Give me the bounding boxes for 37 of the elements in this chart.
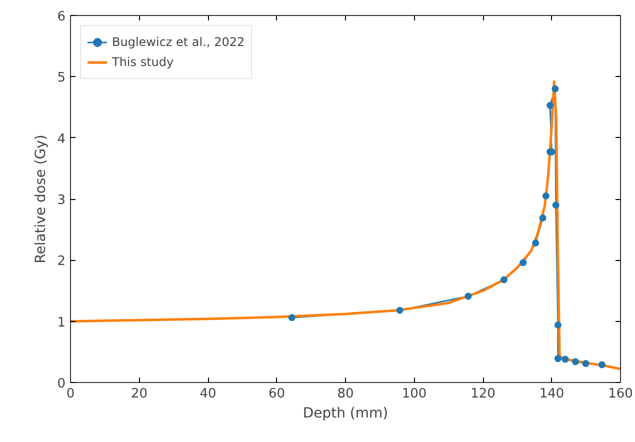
y-axis-title: Relative dose (Gy)	[33, 134, 50, 264]
point	[572, 358, 579, 366]
legend-label: This study	[112, 55, 174, 69]
point	[542, 192, 550, 200]
point	[582, 360, 590, 368]
point	[520, 259, 527, 266]
legend-label: Buglewicz et al., 2022	[112, 35, 245, 49]
y-tick-label: 5	[57, 70, 66, 86]
point	[396, 306, 404, 314]
x-tick-label: 160	[608, 386, 633, 402]
point	[532, 240, 540, 247]
x-tick-label: 80	[337, 386, 354, 402]
line-series	[70, 80, 620, 370]
point	[288, 314, 296, 322]
x-tick-label: 40	[200, 386, 216, 402]
point	[546, 102, 554, 109]
point	[554, 355, 562, 362]
y-tick-label: 3	[57, 193, 66, 208]
point	[539, 214, 546, 222]
point	[464, 292, 472, 300]
x-tick-label: 100	[402, 386, 427, 402]
x-axis-title: Depth (mm)	[302, 406, 388, 422]
point	[562, 356, 569, 363]
x-tick-label: 120	[470, 386, 496, 402]
point	[598, 361, 606, 368]
point	[552, 202, 560, 209]
x-tick-label: 20	[130, 386, 148, 402]
x-tick-label: 60	[268, 386, 286, 402]
y-tick-label: 1	[57, 315, 66, 330]
y-tick-label: 4	[57, 132, 66, 147]
x-tick-label: 140	[539, 386, 564, 402]
y-tick-label: 6	[57, 10, 66, 24]
point	[552, 85, 559, 92]
point	[500, 276, 508, 284]
y-tick-label: 2	[57, 254, 66, 270]
y-tick-label: 0	[57, 376, 66, 392]
point	[554, 322, 562, 328]
